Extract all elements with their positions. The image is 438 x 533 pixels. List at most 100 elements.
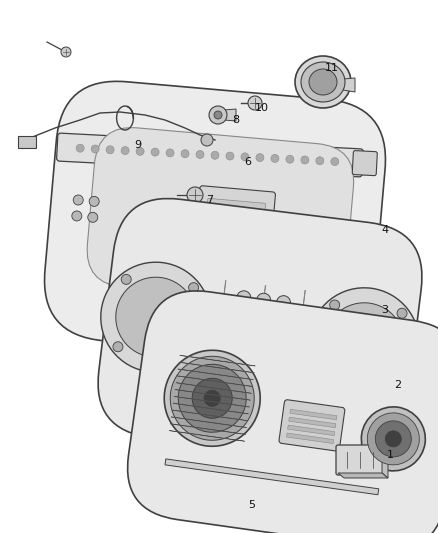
Ellipse shape <box>301 62 345 102</box>
FancyArrow shape <box>176 319 344 341</box>
FancyBboxPatch shape <box>87 127 354 303</box>
Circle shape <box>226 152 234 160</box>
FancyArrow shape <box>170 424 246 434</box>
FancyBboxPatch shape <box>196 186 276 242</box>
Circle shape <box>321 367 332 377</box>
Circle shape <box>309 288 419 398</box>
Circle shape <box>257 482 273 498</box>
Circle shape <box>192 378 232 418</box>
Circle shape <box>209 106 227 124</box>
Circle shape <box>331 158 339 166</box>
Circle shape <box>342 221 350 229</box>
Text: 9: 9 <box>134 140 141 150</box>
FancyArrow shape <box>180 355 255 366</box>
Circle shape <box>116 277 196 357</box>
Bar <box>18 136 36 148</box>
Circle shape <box>121 274 131 285</box>
FancyArrow shape <box>294 290 305 379</box>
Circle shape <box>330 300 339 310</box>
Circle shape <box>76 144 84 152</box>
FancyArrow shape <box>169 431 244 441</box>
Bar <box>290 409 337 420</box>
Bar <box>286 433 334 443</box>
Circle shape <box>89 196 99 206</box>
Circle shape <box>106 146 114 154</box>
Text: 7: 7 <box>206 195 214 205</box>
Circle shape <box>151 148 159 156</box>
Bar <box>165 459 379 495</box>
FancyBboxPatch shape <box>98 198 422 462</box>
Circle shape <box>241 153 249 161</box>
Circle shape <box>136 147 144 155</box>
Circle shape <box>121 147 129 155</box>
FancyBboxPatch shape <box>352 151 377 176</box>
Text: 1: 1 <box>386 450 393 460</box>
Ellipse shape <box>295 56 351 108</box>
FancyArrow shape <box>171 417 247 427</box>
Circle shape <box>170 356 254 440</box>
FancyBboxPatch shape <box>57 133 364 177</box>
Circle shape <box>91 145 99 153</box>
FancyArrow shape <box>215 280 226 370</box>
Circle shape <box>329 232 337 240</box>
FancyArrow shape <box>175 390 251 400</box>
Circle shape <box>256 154 264 161</box>
FancyBboxPatch shape <box>45 82 385 359</box>
Circle shape <box>61 47 71 57</box>
FancyArrow shape <box>334 295 345 384</box>
Circle shape <box>166 149 174 157</box>
Circle shape <box>180 350 191 360</box>
Text: 5: 5 <box>248 500 255 510</box>
Circle shape <box>367 413 419 465</box>
Bar <box>288 425 335 435</box>
FancyBboxPatch shape <box>206 214 264 229</box>
FancyBboxPatch shape <box>279 400 345 451</box>
Circle shape <box>196 150 204 158</box>
FancyArrow shape <box>177 376 252 386</box>
FancyArrow shape <box>179 362 254 373</box>
FancyArrow shape <box>176 383 251 393</box>
Text: 10: 10 <box>255 103 269 113</box>
Text: 8: 8 <box>233 115 240 125</box>
Circle shape <box>389 376 399 385</box>
Text: 2: 2 <box>395 380 402 390</box>
Circle shape <box>316 157 324 165</box>
Circle shape <box>248 96 262 110</box>
FancyArrow shape <box>173 339 342 360</box>
Circle shape <box>189 282 198 293</box>
Polygon shape <box>338 473 388 478</box>
Circle shape <box>361 407 425 471</box>
Circle shape <box>385 431 401 447</box>
Circle shape <box>72 211 82 221</box>
Ellipse shape <box>309 69 337 95</box>
Polygon shape <box>382 447 388 478</box>
Text: 6: 6 <box>244 157 251 167</box>
Bar <box>289 417 336 427</box>
Circle shape <box>324 303 404 383</box>
Circle shape <box>301 156 309 164</box>
FancyArrow shape <box>172 410 247 421</box>
Circle shape <box>101 262 211 372</box>
FancyArrow shape <box>254 285 266 375</box>
Circle shape <box>113 342 123 352</box>
Circle shape <box>341 233 349 241</box>
FancyArrow shape <box>178 300 347 321</box>
FancyArrow shape <box>174 396 249 407</box>
Circle shape <box>257 293 271 307</box>
Circle shape <box>286 155 294 163</box>
Circle shape <box>164 350 260 446</box>
Polygon shape <box>343 78 355 92</box>
Circle shape <box>271 155 279 163</box>
Circle shape <box>201 134 213 146</box>
Circle shape <box>214 111 222 119</box>
Text: 11: 11 <box>325 63 339 73</box>
Polygon shape <box>224 109 236 121</box>
Circle shape <box>73 195 83 205</box>
FancyArrow shape <box>173 403 248 414</box>
Circle shape <box>204 390 220 406</box>
Circle shape <box>237 291 251 305</box>
Circle shape <box>262 487 268 493</box>
Text: 3: 3 <box>381 305 389 315</box>
Circle shape <box>276 296 290 310</box>
Circle shape <box>88 212 98 222</box>
